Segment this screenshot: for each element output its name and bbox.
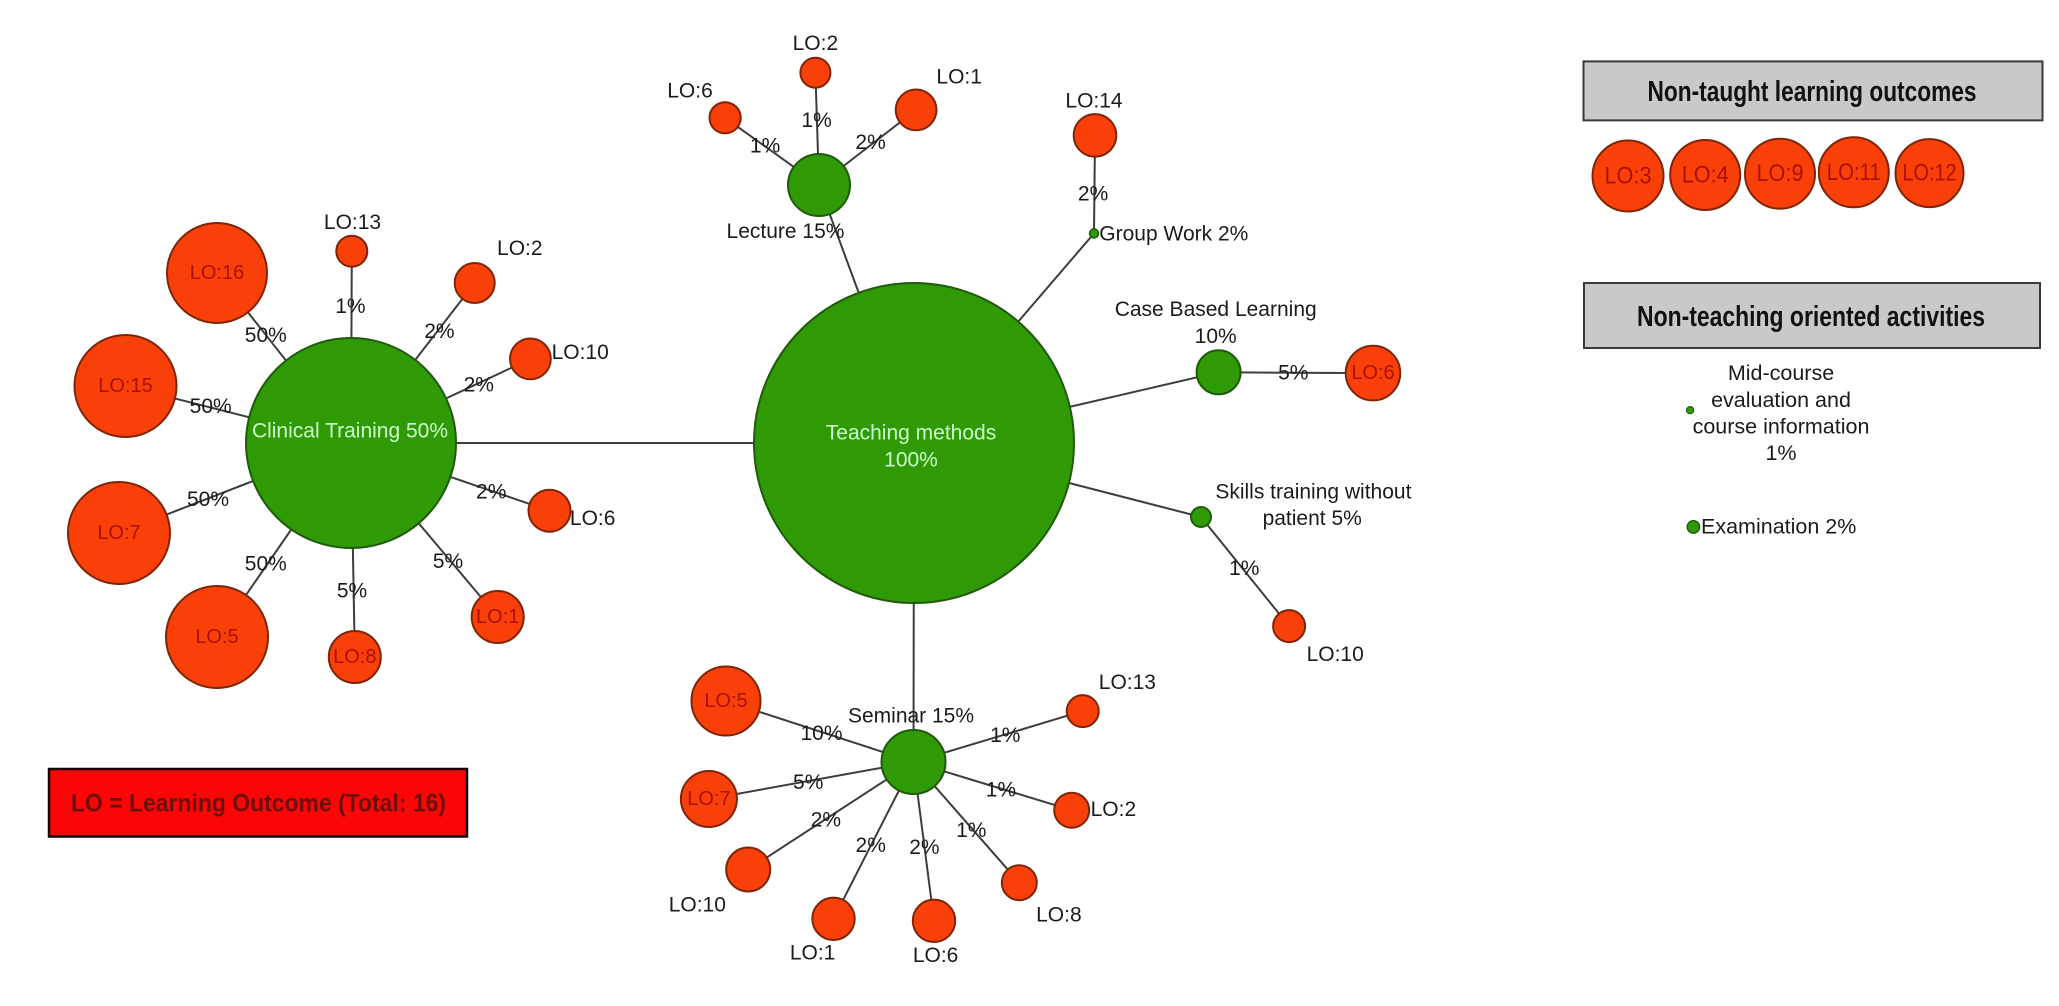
svg-text:2%: 2% [464, 374, 494, 397]
svg-text:10%: 10% [800, 722, 842, 745]
svg-text:5%: 5% [433, 550, 463, 573]
svg-text:Skills training without: Skills training without [1215, 480, 1411, 503]
svg-text:2%: 2% [476, 480, 506, 503]
svg-text:Clinical Training 50%: Clinical Training 50% [252, 420, 448, 443]
svg-text:LO:1: LO:1 [936, 65, 982, 88]
svg-text:LO:6: LO:6 [913, 944, 959, 967]
svg-text:LO:9: LO:9 [1757, 160, 1804, 187]
svg-text:1%: 1% [986, 778, 1016, 801]
svg-text:LO:2: LO:2 [793, 32, 839, 55]
svg-text:LO:3: LO:3 [1605, 163, 1652, 190]
svg-text:2%: 2% [424, 320, 454, 343]
svg-text:2%: 2% [1078, 182, 1108, 205]
svg-text:50%: 50% [245, 553, 287, 576]
svg-text:Teaching methods: Teaching methods [826, 422, 996, 445]
svg-text:LO:14: LO:14 [1065, 89, 1123, 112]
svg-text:LO:10: LO:10 [669, 894, 726, 917]
svg-text:LO:6: LO:6 [1351, 362, 1394, 384]
svg-text:LO:1: LO:1 [476, 606, 519, 628]
svg-text:LO:6: LO:6 [570, 507, 616, 530]
svg-text:1%: 1% [750, 134, 780, 157]
svg-text:LO:11: LO:11 [1827, 159, 1881, 186]
svg-text:LO:4: LO:4 [1682, 162, 1729, 189]
svg-text:2%: 2% [811, 808, 841, 831]
svg-text:1%: 1% [990, 724, 1020, 747]
svg-text:LO:15: LO:15 [98, 375, 152, 397]
svg-text:100%: 100% [884, 449, 938, 472]
svg-text:LO:16: LO:16 [190, 262, 244, 284]
svg-text:LO:1: LO:1 [790, 942, 836, 965]
svg-text:50%: 50% [187, 488, 229, 511]
svg-text:50%: 50% [190, 395, 232, 418]
svg-text:2%: 2% [856, 834, 886, 857]
svg-text:Examination 2%: Examination 2% [1701, 515, 1856, 539]
svg-text:Non-taught learning outcomes: Non-taught learning outcomes [1648, 76, 1977, 108]
svg-text:course information: course information [1693, 415, 1870, 439]
svg-text:5%: 5% [337, 580, 367, 603]
svg-text:LO:6: LO:6 [667, 80, 713, 103]
svg-text:1%: 1% [1765, 441, 1796, 465]
svg-text:LO:12: LO:12 [1903, 160, 1957, 187]
svg-text:LO:5: LO:5 [195, 626, 238, 648]
svg-text:1%: 1% [956, 819, 986, 842]
svg-text:LO:10: LO:10 [1307, 643, 1364, 666]
svg-text:Seminar 15%: Seminar 15% [848, 705, 974, 728]
svg-text:LO:2: LO:2 [1091, 798, 1137, 821]
svg-text:50%: 50% [245, 324, 287, 347]
svg-text:1%: 1% [335, 295, 365, 318]
svg-text:Group Work 2%: Group Work 2% [1099, 223, 1248, 246]
svg-text:5%: 5% [793, 771, 823, 794]
svg-text:10%: 10% [1195, 325, 1237, 348]
svg-text:1%: 1% [801, 109, 831, 132]
svg-text:evaluation and: evaluation and [1711, 388, 1851, 412]
svg-text:LO = Learning Outcome (Total:: LO = Learning Outcome (Total: 16) [71, 790, 446, 818]
svg-text:Non-teaching oriented activiti: Non-teaching oriented activities [1637, 301, 1985, 333]
svg-text:LO:2: LO:2 [497, 237, 543, 260]
svg-text:LO:10: LO:10 [552, 341, 609, 364]
svg-text:5%: 5% [1278, 362, 1308, 385]
svg-text:LO:7: LO:7 [687, 788, 730, 810]
svg-text:2%: 2% [909, 836, 939, 859]
svg-text:2%: 2% [855, 131, 885, 154]
svg-text:LO:8: LO:8 [1036, 903, 1082, 926]
svg-text:LO:13: LO:13 [1099, 671, 1156, 694]
svg-text:LO:8: LO:8 [333, 646, 376, 668]
svg-text:LO:7: LO:7 [97, 522, 140, 544]
svg-text:LO:13: LO:13 [324, 211, 381, 234]
svg-text:1%: 1% [1229, 557, 1259, 580]
svg-text:Lecture 15%: Lecture 15% [727, 220, 845, 243]
svg-text:Case Based Learning: Case Based Learning [1115, 298, 1317, 321]
svg-text:Mid-course: Mid-course [1728, 361, 1834, 385]
svg-text:patient 5%: patient 5% [1263, 507, 1362, 530]
svg-text:LO:5: LO:5 [704, 690, 747, 712]
